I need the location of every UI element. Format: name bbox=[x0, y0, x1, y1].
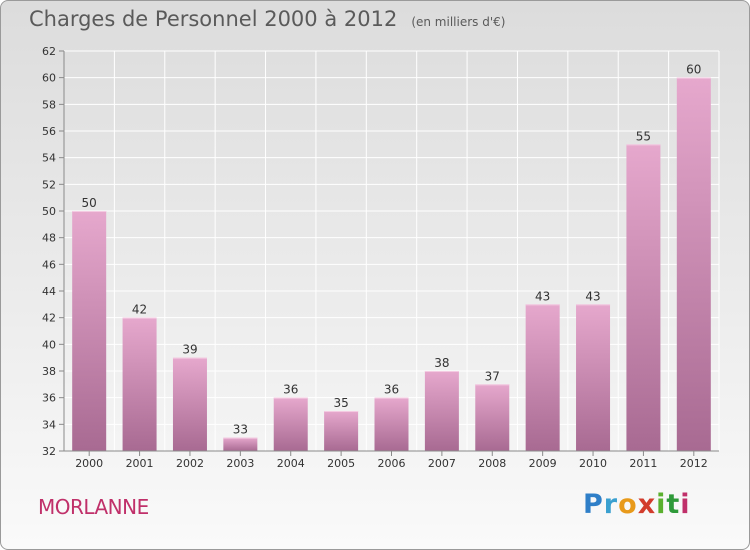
chart-subtitle: (en milliers d'€) bbox=[411, 15, 506, 29]
bar bbox=[273, 397, 308, 451]
bar bbox=[72, 211, 107, 451]
bar bbox=[324, 411, 359, 451]
y-tick-label: 52 bbox=[42, 178, 56, 191]
bar bbox=[576, 304, 611, 451]
x-tick-label: 2004 bbox=[277, 457, 305, 470]
town-name: MORLANNE bbox=[38, 495, 149, 519]
y-tick-label: 46 bbox=[42, 258, 56, 271]
y-tick-label: 48 bbox=[42, 232, 56, 245]
x-tick-label: 2012 bbox=[680, 457, 708, 470]
data-label: 39 bbox=[182, 343, 197, 357]
data-label: 42 bbox=[132, 303, 147, 317]
proxiti-logo: Proxiti bbox=[583, 489, 691, 520]
x-tick-label: 2006 bbox=[378, 457, 406, 470]
chart-title-text: Charges de Personnel 2000 à 2012 bbox=[29, 7, 398, 31]
data-label: 60 bbox=[686, 63, 701, 77]
data-label: 37 bbox=[485, 369, 500, 383]
labels-layer: 50 42 39 33 36 35 36 38 37 43 43 55 60 bbox=[82, 63, 702, 437]
bars-layer bbox=[72, 77, 711, 452]
bar bbox=[424, 371, 459, 451]
data-label: 35 bbox=[333, 396, 348, 410]
data-label: 55 bbox=[636, 129, 651, 143]
x-tick-label: 2001 bbox=[126, 457, 154, 470]
bar bbox=[374, 397, 409, 451]
axis-layer: 32 34 36 38 40 42 44 46 48 50 52 54 56 58 60 62 2000 2001… bbox=[42, 45, 719, 470]
data-label: 33 bbox=[233, 423, 248, 437]
data-label: 43 bbox=[585, 289, 600, 303]
x-tick-label: 2005 bbox=[327, 457, 355, 470]
y-tick-label: 34 bbox=[42, 418, 56, 431]
bar bbox=[223, 437, 258, 451]
x-tick-label: 2010 bbox=[579, 457, 607, 470]
y-tick-label: 58 bbox=[42, 98, 56, 111]
chart-title: Charges de Personnel 2000 à 2012 (en mill… bbox=[29, 7, 505, 31]
data-label: 38 bbox=[434, 356, 449, 370]
bar bbox=[475, 384, 510, 451]
bar bbox=[172, 357, 207, 451]
y-tick-label: 38 bbox=[42, 365, 56, 378]
data-label: 43 bbox=[535, 289, 550, 303]
y-tick-label: 62 bbox=[42, 45, 56, 58]
x-tick-label: 2003 bbox=[226, 457, 254, 470]
bar bbox=[676, 77, 711, 452]
y-tick-label: 50 bbox=[42, 205, 56, 218]
x-tick-label: 2007 bbox=[428, 457, 456, 470]
x-tick-label: 2008 bbox=[478, 457, 506, 470]
y-tick-label: 60 bbox=[42, 72, 56, 85]
y-tick-label: 40 bbox=[42, 338, 56, 351]
x-tick-label: 2011 bbox=[629, 457, 657, 470]
y-tick-label: 54 bbox=[42, 152, 56, 165]
data-label: 50 bbox=[82, 196, 97, 210]
x-tick-label: 2009 bbox=[529, 457, 557, 470]
bar bbox=[626, 144, 661, 452]
y-tick-label: 56 bbox=[42, 125, 56, 138]
x-tick-label: 2000 bbox=[75, 457, 103, 470]
y-tick-label: 36 bbox=[42, 392, 56, 405]
data-label: 36 bbox=[384, 383, 399, 397]
bar bbox=[122, 317, 157, 451]
y-tick-label: 32 bbox=[42, 445, 56, 458]
data-label: 36 bbox=[283, 383, 298, 397]
y-tick-label: 42 bbox=[42, 312, 56, 325]
y-tick-label: 44 bbox=[42, 285, 56, 298]
bar bbox=[525, 304, 560, 451]
x-tick-label: 2002 bbox=[176, 457, 204, 470]
